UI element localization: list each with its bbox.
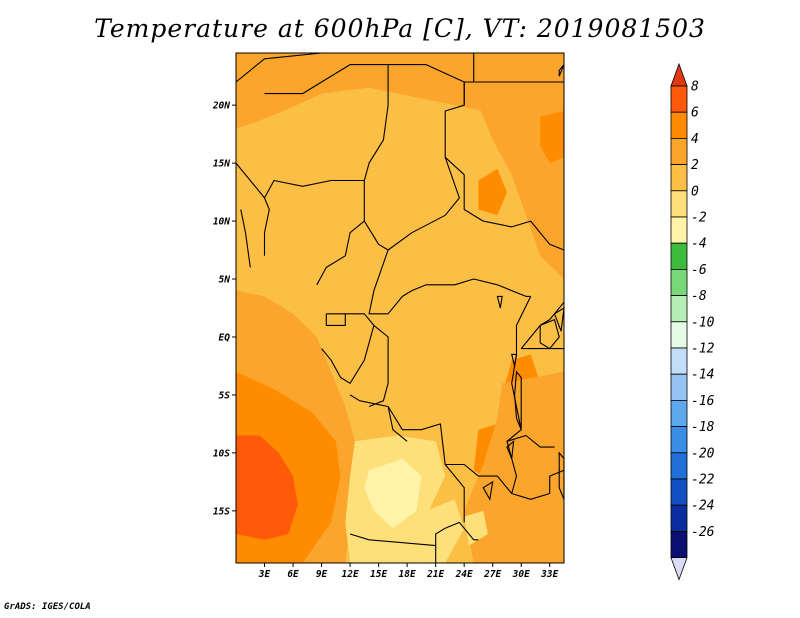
lake-outline: [553, 306, 565, 332]
country-border: [240, 209, 251, 268]
colorbar-label: -16: [691, 394, 715, 409]
colorbar-box: [670, 504, 688, 532]
country-border: [349, 521, 479, 547]
grads-credit: GrADS: IGES/COLA: [4, 602, 91, 612]
x-tick-label: 12E: [342, 569, 359, 580]
y-tick-label: 10S: [213, 448, 230, 459]
lake-outline: [514, 370, 522, 430]
y-tick-label: 5S: [219, 390, 231, 401]
colorbar-box: [670, 190, 688, 218]
y-tick-label: 10N: [213, 217, 230, 228]
lake-outline: [496, 295, 503, 309]
country-border: [506, 434, 555, 448]
colorbar-label: -26: [691, 525, 715, 540]
colorbar-box: [670, 268, 688, 296]
country-border: [463, 53, 475, 106]
colorbar-label: 0: [691, 184, 699, 199]
colorbar-box: [670, 347, 688, 375]
colorbar-box: [670, 399, 688, 427]
colorbar-over-triangle: [670, 62, 688, 87]
map-axes: 3E 6E 9E 12E 15E 18E 21E 24E 27E 30E 33E 20N 15N 10N 5…: [212, 52, 565, 580]
chart-title: Temperature at 600hPa [C], VT: 201908150…: [94, 14, 706, 43]
colorbar-label: -18: [691, 420, 715, 435]
country-border: [325, 313, 346, 326]
colorbar-box: [670, 216, 688, 244]
y-tick-label: 20N: [212, 101, 230, 112]
y-tick-label: EQ: [219, 332, 231, 343]
field-angola-cool: [464, 510, 488, 546]
country-border: [387, 406, 408, 442]
country-border: [444, 464, 465, 523]
colorbar-under-triangle: [670, 557, 688, 581]
country-borders: [235, 52, 565, 563]
country-border: [520, 301, 565, 349]
x-tick-label: 18E: [399, 569, 416, 580]
country-border: [316, 220, 365, 286]
colorbar-label: -4: [691, 237, 707, 252]
colorbar-label: -2: [691, 211, 707, 226]
field-sudan-hot-spot: [478, 168, 507, 216]
colorbar-label: -24: [691, 499, 714, 514]
colorbar-label: 4: [691, 132, 699, 147]
x-tick-label: 21E: [426, 569, 444, 580]
colorbar-box: [670, 452, 688, 480]
y-tick-label: 5N: [219, 275, 231, 286]
x-tick-label: 3E: [258, 569, 271, 580]
lake-outline: [558, 64, 565, 77]
colorbar-box: [670, 321, 688, 349]
lake-outline: [539, 318, 560, 350]
country-border: [235, 162, 365, 199]
colorbar-box: [670, 478, 688, 506]
colorbar-box: [670, 531, 688, 559]
temperature-field: [236, 53, 564, 563]
colorbar-label: -6: [691, 263, 707, 278]
colorbar-label: -20: [691, 446, 715, 461]
x-tick-label: 15E: [370, 569, 387, 580]
country-border: [263, 197, 270, 256]
x-tick-label: 33E: [540, 569, 558, 580]
colorbar-box: [670, 111, 688, 139]
colorbar-label: 8: [691, 80, 699, 95]
field-east-africa: [468, 53, 564, 279]
colorbar-label: -22: [691, 473, 715, 488]
lake-outline: [506, 439, 515, 459]
y-tick-label: 15N: [213, 159, 230, 170]
field-ethiopia-hot-spot: [540, 111, 564, 164]
colorbar-box: [670, 295, 688, 323]
colorbar-box: [670, 426, 688, 454]
country-border: [321, 313, 375, 384]
lake-outline: [510, 353, 518, 367]
plot-frame: [235, 52, 565, 564]
country-border: [349, 296, 532, 495]
country-border: [368, 324, 389, 408]
country-border: [444, 156, 565, 251]
country-border: [511, 469, 565, 500]
x-tick-label: 9E: [316, 569, 328, 580]
colorbar-box: [670, 242, 688, 270]
colorbar-box: [670, 164, 688, 192]
x-tick-label: 30E: [512, 569, 530, 580]
colorbar-label: -8: [691, 289, 707, 304]
field-zambia-cool: [421, 499, 465, 563]
colorbar-label: 2: [691, 158, 699, 173]
colorbar-box: [670, 373, 688, 401]
colorbar-label: -14: [691, 368, 714, 383]
lake-outline: [482, 480, 494, 501]
field-ocean-hot-core: [236, 435, 298, 540]
colorbar-label: 6: [691, 106, 699, 121]
x-tick-label: 6E: [287, 569, 299, 580]
country-border: [368, 249, 531, 315]
x-tick-label: 24E: [455, 569, 473, 580]
x-tick-label: 27E: [483, 569, 501, 580]
colorbar-box: [670, 137, 688, 165]
colorbar-box: [670, 85, 688, 113]
colorbar-label: -12: [691, 342, 715, 357]
colorbar-label: -10: [691, 315, 715, 330]
country-border: [363, 64, 389, 181]
field-angola-cool-core: [364, 458, 422, 529]
y-tick-label: 15S: [213, 506, 230, 517]
country-border: [264, 64, 389, 95]
